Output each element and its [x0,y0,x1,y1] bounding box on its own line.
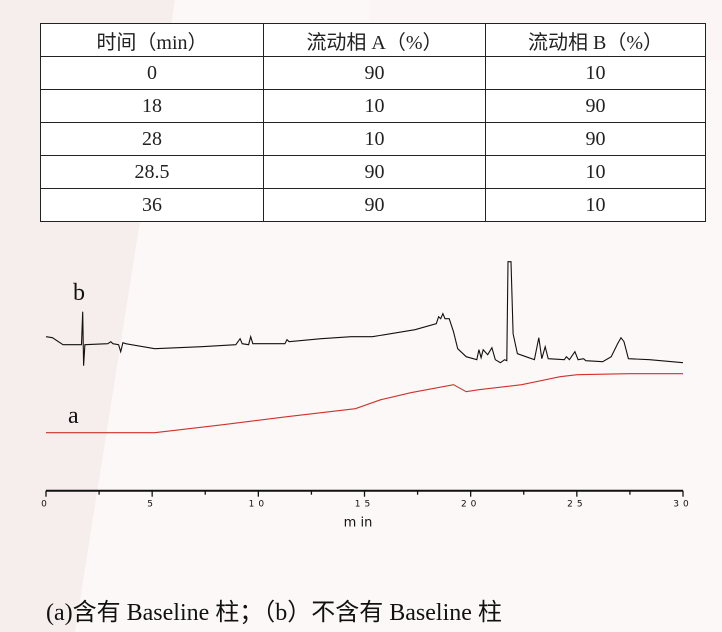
x-tick-label: 30 [673,500,692,510]
table-cell: 90 [263,56,486,90]
trace-label-b: b [73,280,85,306]
table-cell: 28.5 [40,155,264,189]
table-cell: 28 [40,122,264,156]
table-cell: 流动相 A（%） [263,23,486,57]
table-cell: 流动相 B（%） [485,23,706,57]
table-cell: 10 [263,89,486,123]
table-cell: 0 [40,56,264,90]
table-header-row: 时间（min） 流动相 A（%） 流动相 B（%） [40,23,706,57]
table-cell: 10 [485,56,706,90]
table-cell: 90 [485,89,706,123]
table-row: 0 90 10 [40,56,706,90]
trace-label-a: a [68,403,79,429]
x-tick-label: 10 [249,500,268,510]
table-row: 18 10 90 [40,89,706,123]
table-row: 28.5 90 10 [40,155,706,189]
x-tick-label: 0 [41,500,51,510]
x-tick-label: 15 [355,500,374,510]
x-tick-label: 5 [147,500,157,510]
table-cell: 36 [40,188,264,222]
table-row: 36 90 10 [40,188,706,222]
table-cell: 18 [40,89,264,123]
figure-caption: (a)含有 Baseline 柱；（b）不含有 Baseline 柱 [46,600,502,626]
x-tick-label: 20 [461,500,480,510]
table-cell: 90 [263,155,486,189]
x-tick-label: 25 [567,500,586,510]
table-cell: 10 [485,188,706,222]
x-axis-label: m in [344,516,373,531]
gradient-table: 时间（min） 流动相 A（%） 流动相 B（%） 0 90 10 18 10 90 28 10 90… [40,23,706,222]
chromatogram: b a 0 5 10 15 20 25 30 m in [41,261,692,531]
table-row: 28 10 90 [40,122,706,156]
trace-a [46,373,683,434]
table-cell: 90 [263,188,486,222]
table-cell: 10 [485,155,706,189]
table-cell: 90 [485,122,706,156]
table-cell: 10 [263,122,486,156]
trace-b [45,261,684,366]
table-cell: 时间（min） [40,23,264,57]
